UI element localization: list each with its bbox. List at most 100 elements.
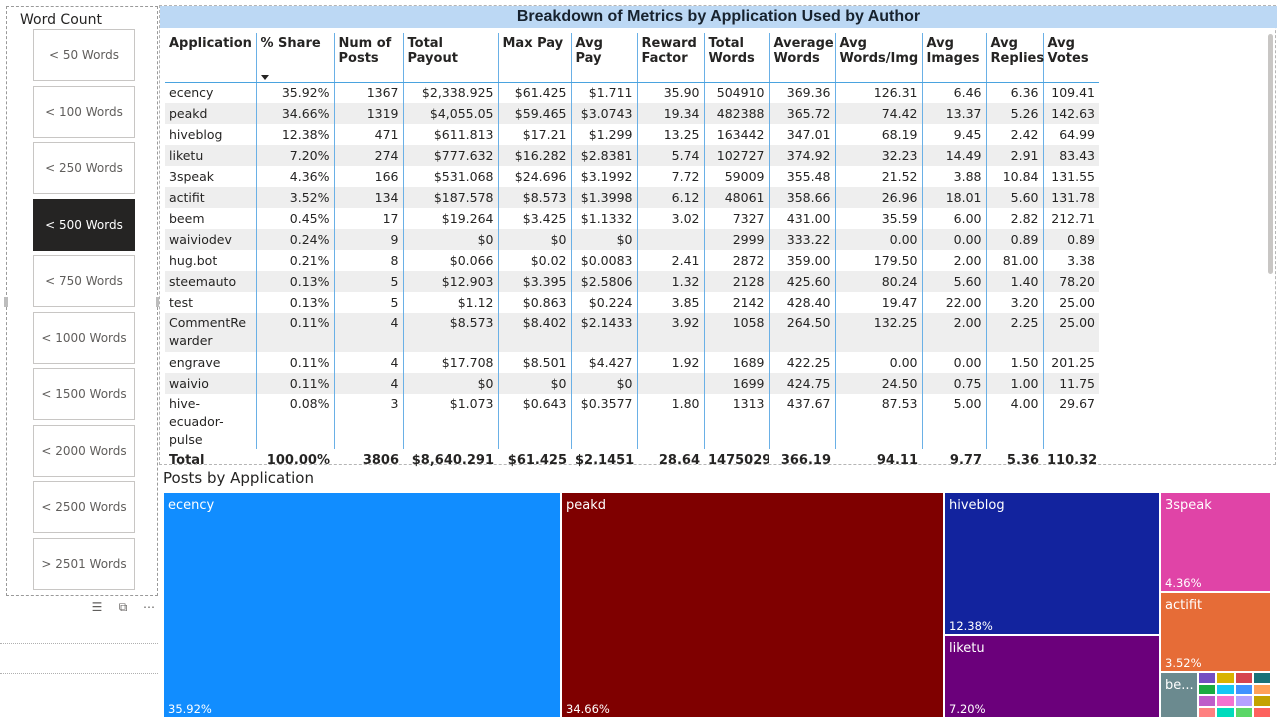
total-cell: 110.32 — [1047, 453, 1098, 468]
table-row[interactable]: actifit 3.52% 134 $187.578 $8.573 $1.3998 6.12… — [165, 187, 1099, 208]
treemap-small-tile[interactable] — [1216, 672, 1235, 684]
slicer-tile[interactable]: < 1500 Words — [33, 368, 135, 420]
table-row[interactable]: hive-ecuador-pulse 0.08% 3 $1.073 $0.643 $0.3… — [165, 394, 1099, 449]
slicer-tile[interactable]: < 250 Words — [33, 142, 135, 194]
table-title: Breakdown of Metrics by Application Used… — [160, 6, 1277, 28]
vertical-scrollbar[interactable] — [1268, 34, 1273, 274]
table-cell: 5.00 — [922, 394, 987, 449]
table-cell: 142.63 — [1043, 103, 1099, 124]
table-cell: 59009 — [704, 166, 770, 187]
treemap-small-tile[interactable] — [1252, 672, 1271, 684]
slicer-tile[interactable]: < 1000 Words — [33, 311, 135, 364]
table-row[interactable]: waiviodev 0.24% 9 $0 $0 $0 2999 333.22 0.00 0.00 0… — [165, 229, 1099, 250]
total-cell: 100.00% — [266, 453, 330, 468]
treemap-tile[interactable]: hiveblog 12.38% — [944, 492, 1160, 635]
table-row[interactable]: waivio 0.11% 4 $0 $0 $0 1699 424.75 24.50 0.75 1.0… — [165, 373, 1099, 394]
treemap-tile[interactable]: actifit 3.52% — [1160, 592, 1271, 672]
table-row[interactable]: 3speak 4.36% 166 $531.068 $24.696 $3.1992 7.72… — [165, 166, 1099, 187]
table-cell: 0.75 — [922, 373, 987, 394]
total-cell: 9.77 — [949, 453, 982, 468]
treemap-tile[interactable]: 3speak 4.36% — [1160, 492, 1271, 592]
column-header[interactable]: Avg Replies — [986, 33, 1044, 83]
treemap-tile-percent: 3.52% — [1165, 656, 1202, 670]
table-cell: 359.00 — [769, 250, 836, 271]
table-row[interactable]: CommentRewarder 0.11% 4 $8.573 $8.402 $2.1433… — [165, 313, 1099, 352]
table-cell: hiveblog — [165, 124, 257, 145]
table-cell: 2142 — [704, 292, 770, 313]
treemap-small-tile[interactable] — [1198, 672, 1217, 684]
treemap-small-tile[interactable] — [1198, 706, 1217, 718]
treemap-tile[interactable]: peakd 34.66% — [561, 492, 944, 718]
table-cell: 109.41 — [1051, 84, 1095, 100]
table-row[interactable]: peakd 34.66% 1319 $4,055.05 $59.465 $3.0743 19… — [165, 103, 1099, 124]
table-cell: 7.20% — [256, 145, 335, 166]
treemap-small-tile[interactable] — [1234, 706, 1253, 718]
column-header[interactable]: Num of Posts — [334, 33, 404, 83]
column-header[interactable]: Avg Words/Img — [835, 33, 923, 83]
treemap-small-tile[interactable] — [1234, 695, 1253, 707]
treemap-small-tile[interactable] — [1234, 683, 1253, 695]
sort-descending-icon[interactable] — [260, 74, 269, 80]
column-header[interactable]: Total Words — [704, 33, 770, 83]
table-row[interactable]: hug.bot 0.21% 8 $0.066 $0.02 $0.0083 2.41 2872 3… — [165, 250, 1099, 271]
slicer-tile[interactable]: < 50 Words — [33, 29, 135, 81]
treemap-small-tile[interactable] — [1216, 683, 1235, 695]
treemap-tile[interactable]: liketu 7.20% — [944, 635, 1160, 718]
treemap-tile[interactable]: ecency 35.92% — [163, 492, 561, 718]
focus-mode-icon[interactable]: ⧉ — [118, 600, 128, 614]
table-cell: 4.00 — [986, 394, 1044, 449]
treemap-small-tile[interactable] — [1234, 672, 1253, 684]
slicer-tile[interactable]: < 2000 Words — [33, 424, 135, 477]
table-cell: 163442 — [704, 124, 770, 145]
column-header[interactable]: Avg Pay — [571, 33, 638, 83]
column-header[interactable]: Application — [165, 33, 257, 83]
table-cell: 18.01 — [922, 187, 987, 208]
table-cell: 0.11% — [256, 373, 335, 394]
treemap-tile[interactable]: be... — [1160, 672, 1198, 718]
table-row[interactable]: hiveblog 12.38% 471 $611.813 $17.21 $1.299 13.… — [165, 124, 1099, 145]
table-row[interactable]: steemauto 0.13% 5 $12.903 $3.395 $2.5806 1.32 2… — [165, 271, 1099, 292]
column-header[interactable]: Total Payout — [403, 33, 499, 83]
treemap-small-tile[interactable] — [1252, 706, 1271, 718]
more-options-icon[interactable]: ⋯ — [143, 600, 155, 614]
treemap-small-tile[interactable] — [1216, 706, 1235, 718]
treemap-small-tile[interactable] — [1198, 683, 1217, 695]
table-cell: 7327 — [704, 208, 770, 229]
column-header[interactable]: Reward Factor — [637, 33, 705, 83]
table-cell: 422.25 — [769, 352, 836, 373]
column-header[interactable]: % Share — [256, 33, 335, 83]
slicer-tile[interactable]: < 750 Words — [33, 255, 135, 307]
posts-by-application-treemap: ecency 35.92% peakd 34.66% hiveblog 12.38% lik… — [163, 492, 1271, 718]
table-cell: 437.67 — [769, 394, 836, 449]
column-header-label: Avg Words/Img — [839, 36, 919, 66]
table-cell: 504910 — [704, 82, 770, 103]
table-row[interactable]: ecency 35.92% 1367 $2,338.925 $61.425 $1.711 3… — [165, 82, 1099, 103]
table-cell: 6.36 — [986, 82, 1044, 103]
resize-handle-left[interactable] — [4, 297, 8, 307]
treemap-small-tile[interactable] — [1252, 695, 1271, 707]
table-row[interactable]: test 0.13% 5 $1.12 $0.863 $0.224 3.85 2142 428.4… — [165, 292, 1099, 313]
treemap-small-tile[interactable] — [1216, 695, 1235, 707]
table-row[interactable]: beem 0.45% 17 $19.264 $3.425 $1.1332 3.02 7327 4… — [165, 208, 1099, 229]
column-header[interactable]: Avg Images — [922, 33, 987, 83]
table-cell: 1058 — [704, 313, 770, 352]
resize-handle-right[interactable] — [156, 297, 160, 307]
table-cell: $3.425 — [498, 208, 572, 229]
slicer-tile[interactable]: > 2501 Words — [33, 537, 135, 590]
table-cell: 6.00 — [922, 208, 987, 229]
column-header[interactable]: Average Words — [769, 33, 836, 83]
table-cell: 78.20 — [1043, 271, 1099, 292]
table-cell: 1.92 — [637, 352, 705, 373]
column-header[interactable]: Avg Votes — [1043, 33, 1099, 83]
table-row[interactable]: engrave 0.11% 4 $17.708 $8.501 $4.427 1.92 1689… — [165, 352, 1099, 373]
column-header[interactable]: Max Pay — [498, 33, 572, 83]
filter-icon[interactable]: ☰ — [91, 600, 103, 614]
treemap-small-tile[interactable] — [1198, 695, 1217, 707]
table-row[interactable]: liketu 7.20% 274 $777.632 $16.282 $2.8381 5.74… — [165, 145, 1099, 166]
slicer-tile[interactable]: < 2500 Words — [33, 481, 135, 533]
slicer-tile[interactable]: < 500 Words — [33, 198, 135, 251]
table-cell: 0.00 — [835, 229, 923, 250]
slicer-tile[interactable]: < 100 Words — [33, 85, 135, 138]
table-cell: 365.72 — [769, 103, 836, 124]
treemap-small-tile[interactable] — [1252, 683, 1271, 695]
